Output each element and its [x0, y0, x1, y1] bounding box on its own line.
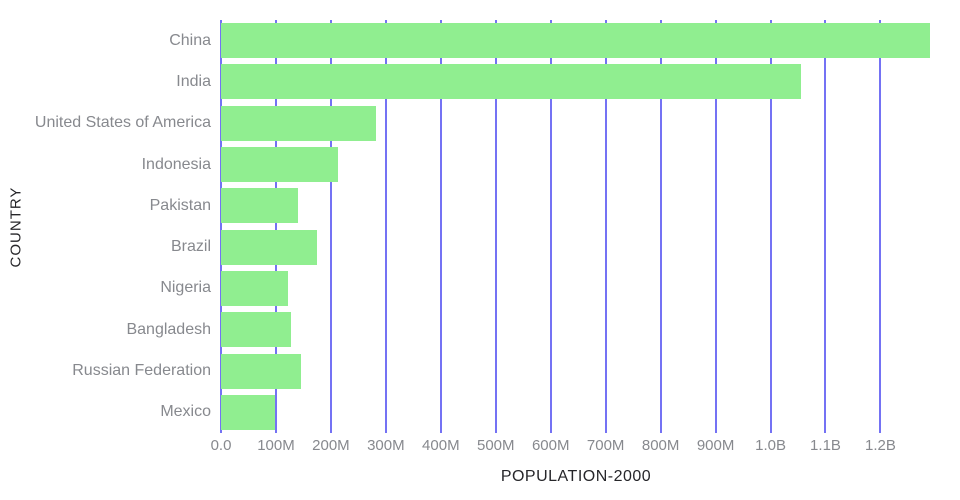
country-label: United States of America	[34, 114, 211, 132]
gridline	[824, 20, 827, 433]
bar	[221, 270, 289, 306]
x-tick-label: 600M	[531, 437, 570, 454]
x-tick-label: 1.0B	[755, 437, 786, 454]
gridline	[384, 20, 387, 433]
gridline	[220, 20, 222, 433]
bar	[221, 312, 291, 348]
bar	[221, 188, 299, 224]
x-tick-labels: 0.0 100M 200M 300M 400M 500M 600M 700M 800M 900M 1…	[211, 437, 931, 457]
country-label: Bangladesh	[126, 320, 211, 338]
country-label: China	[169, 31, 211, 49]
bar	[221, 229, 317, 265]
country-label: India	[176, 72, 211, 90]
gridline	[439, 20, 442, 433]
gridline	[329, 20, 332, 433]
x-tick-label: 500M	[477, 437, 515, 454]
x-tick-label: 400M	[422, 437, 460, 454]
country-label: Nigeria	[160, 279, 211, 297]
y-tick-labels: China India United States of America Indone…	[0, 20, 215, 433]
country-label: Brazil	[170, 238, 211, 256]
country-label: Indonesia	[141, 155, 211, 173]
x-tick-label: 100M	[257, 437, 295, 454]
x-tick-label: 1.2B	[865, 437, 896, 454]
gridline	[549, 20, 552, 433]
x-tick-label: 800M	[641, 437, 680, 454]
country-label: Pakistan	[149, 196, 211, 214]
gridline	[714, 20, 717, 433]
bar	[221, 64, 802, 100]
bar	[221, 105, 376, 141]
gridline	[274, 20, 277, 433]
plot-area	[220, 20, 931, 433]
x-tick-label: 300M	[367, 437, 405, 454]
bar	[221, 394, 275, 430]
gridline	[494, 20, 497, 433]
gridline	[659, 20, 662, 433]
gridline	[879, 20, 882, 433]
x-tick-label: 200M	[312, 437, 350, 454]
x-tick-label: 700M	[586, 437, 625, 454]
x-tick-label: 0.0	[210, 437, 232, 454]
gridline	[769, 20, 772, 433]
x-tick-label: 900M	[696, 437, 735, 454]
bar	[221, 353, 302, 389]
x-tick-label: 1.1B	[810, 437, 841, 454]
gridline	[604, 20, 607, 433]
x-axis-title: POPULATION-2000	[500, 468, 652, 485]
bar	[221, 147, 338, 183]
country-label: Russian Federation	[72, 362, 211, 380]
bar	[221, 23, 930, 59]
country-label: Mexico	[160, 403, 211, 421]
